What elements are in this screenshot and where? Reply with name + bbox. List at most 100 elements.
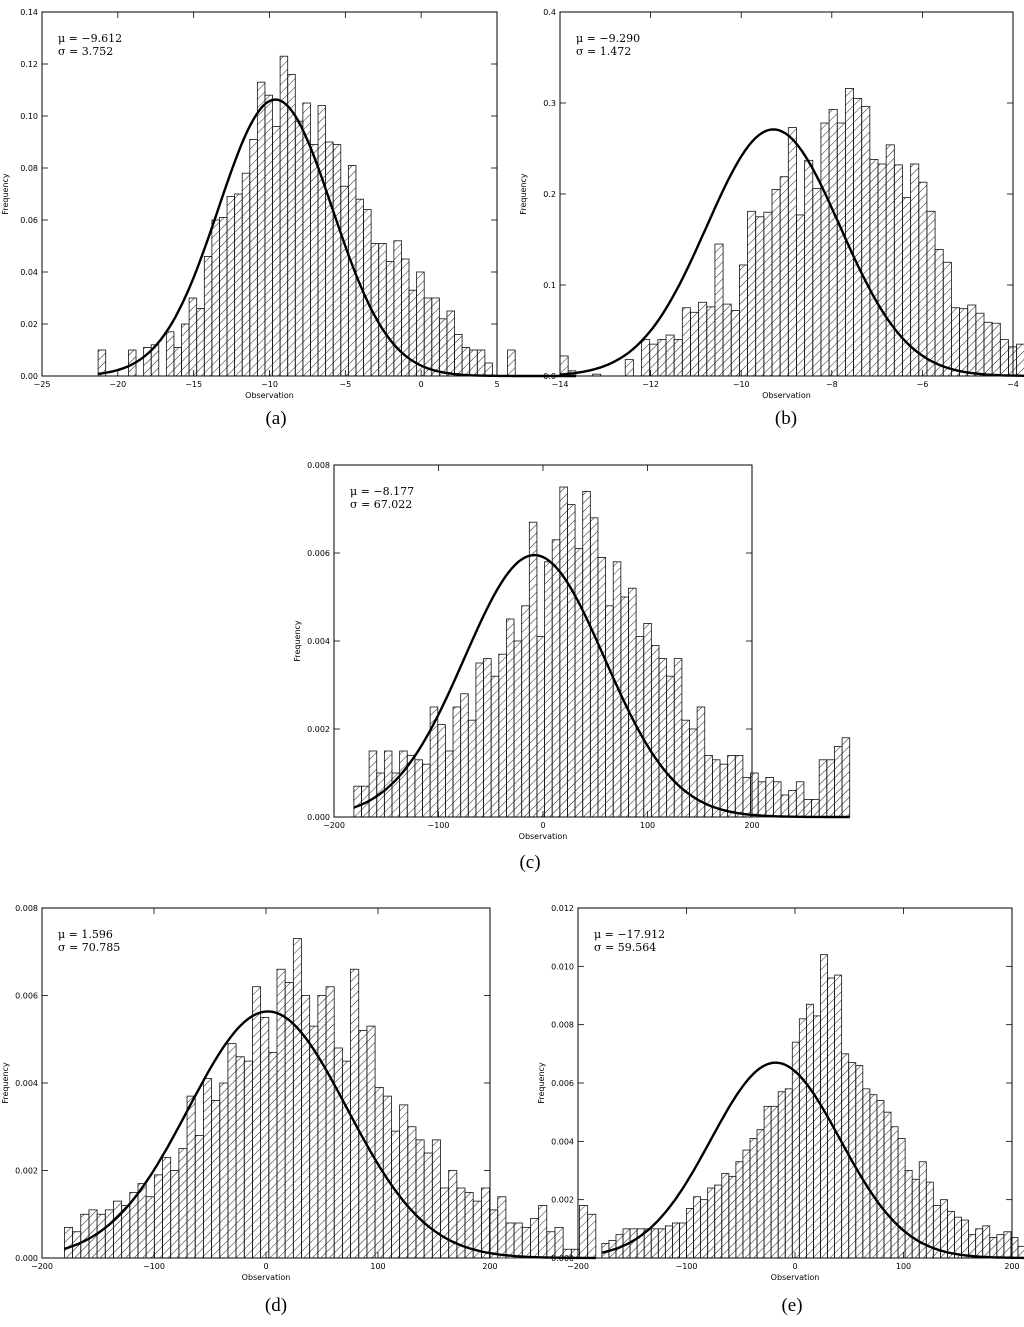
panel-caption: (b) xyxy=(775,408,797,429)
y-axis-title: Frequency xyxy=(519,173,528,215)
histogram-bar xyxy=(484,362,493,377)
histogram-bar xyxy=(368,750,378,818)
histogram-bar xyxy=(423,297,433,377)
histogram-bar xyxy=(911,1178,920,1259)
histogram-bar xyxy=(309,1025,319,1259)
histogram-bar xyxy=(947,1210,955,1259)
histogram-bar xyxy=(727,755,736,818)
histogram-bar xyxy=(165,331,175,377)
histogram-bar xyxy=(666,675,675,818)
histogram-bar xyxy=(671,1222,680,1259)
histogram-bar xyxy=(268,1051,278,1259)
histogram-bar xyxy=(690,311,700,377)
histogram-bar xyxy=(989,1237,998,1259)
histogram-bar xyxy=(869,159,879,377)
histogram-bar xyxy=(574,548,584,818)
histogram-bar xyxy=(959,308,969,377)
histogram-bar xyxy=(689,728,698,818)
y-tick-label: 0.002 xyxy=(15,1167,38,1176)
histogram-bar xyxy=(530,1218,540,1259)
histogram-bars xyxy=(97,55,577,377)
histogram-bar xyxy=(538,1205,548,1259)
histogram-bar xyxy=(629,1228,638,1259)
histogram-bar xyxy=(582,490,591,818)
histogram-bar xyxy=(624,359,634,377)
histogram-bar xyxy=(264,94,273,377)
histogram-bar xyxy=(795,781,805,818)
histogram-bar xyxy=(513,1222,523,1259)
histogram-bar xyxy=(664,1225,673,1259)
histogram-bar xyxy=(869,1094,878,1259)
fit-curve xyxy=(601,1061,1024,1260)
histogram-bar xyxy=(658,658,668,818)
histogram-bar xyxy=(461,346,471,377)
histogram-bar xyxy=(173,346,182,377)
histogram-bar xyxy=(1017,1245,1024,1259)
histogram-bar xyxy=(861,106,871,377)
histogram-bar xyxy=(393,240,402,377)
histogram-bar xyxy=(292,938,302,1259)
panel-caption: (d) xyxy=(265,1295,287,1316)
histogram-bar xyxy=(700,1199,709,1259)
histogram-bar xyxy=(968,1234,977,1259)
y-tick-label: 0.008 xyxy=(307,461,330,470)
histogram-bar xyxy=(681,719,690,818)
histogram-bar xyxy=(104,1209,114,1259)
histogram-bar xyxy=(722,303,732,377)
sigma-label: σ = 67.022 xyxy=(350,498,412,511)
histogram-bar xyxy=(241,172,251,377)
mu-label: μ = −9.290 xyxy=(576,32,640,45)
histogram-bar xyxy=(415,1139,425,1259)
histogram-bar xyxy=(325,141,334,377)
histogram-bar xyxy=(777,1091,786,1259)
panel-caption: (e) xyxy=(781,1295,802,1316)
histogram-bar xyxy=(96,1213,106,1259)
histogram-bar xyxy=(704,755,713,818)
histogram-bar xyxy=(506,618,515,818)
histogram-bar xyxy=(728,1175,737,1259)
histogram-bar xyxy=(714,1184,723,1259)
histogram-bar xyxy=(877,163,887,377)
x-axis-title: Observation xyxy=(519,832,568,841)
histogram-bar xyxy=(469,349,478,377)
histogram-bar xyxy=(904,1170,913,1259)
histogram-bar xyxy=(826,759,835,818)
panel-b: −14 −12 −10 −8 −6 −4 0.0 0.1 0.2 0.3 0.4 Observatio… xyxy=(519,8,1024,429)
histogram-bar xyxy=(536,636,545,818)
histogram-bar xyxy=(975,1228,984,1259)
histogram-bar xyxy=(340,185,349,377)
y-tick-label: 0.004 xyxy=(551,1137,574,1146)
histogram-bar xyxy=(497,1196,507,1259)
histogram-bar xyxy=(113,1200,123,1259)
histogram-bar xyxy=(735,1161,744,1259)
histogram-bar xyxy=(423,1152,433,1259)
histogram-bar xyxy=(317,995,327,1259)
histogram-bar xyxy=(787,127,797,377)
histogram-bar xyxy=(765,777,774,818)
x-tick-label: 0 xyxy=(263,1262,268,1271)
histogram-bar xyxy=(641,339,651,377)
histogram-bar xyxy=(834,974,843,1259)
histogram-bar xyxy=(665,334,675,377)
histogram-bar xyxy=(605,605,614,818)
histogram-bar xyxy=(862,1088,871,1259)
histogram-bar xyxy=(657,339,667,377)
histogram-bar xyxy=(707,1187,716,1259)
histogram-bar xyxy=(202,1078,212,1259)
histogram-bar xyxy=(742,777,751,818)
x-tick-label: 100 xyxy=(370,1262,385,1271)
panel-a: −25 −20 −15 −10 −5 0 50.000.020.040.060.080.10… xyxy=(1,8,577,429)
panel-caption: (a) xyxy=(265,408,286,429)
histogram-bar xyxy=(121,1205,131,1259)
histogram-bar xyxy=(996,1234,1005,1259)
histogram-bar xyxy=(366,1025,376,1259)
histogram-bar xyxy=(770,1105,779,1259)
histogram-bar xyxy=(249,138,258,377)
mu-label: μ = 1.596 xyxy=(58,928,113,941)
x-tick-label: −15 xyxy=(185,380,202,389)
panel-d: −200 −100 0 100 200 0.000 0.002 0.004 0.006 0.008… xyxy=(1,904,597,1316)
histogram-bar xyxy=(287,74,296,377)
sigma-label: σ = 3.752 xyxy=(58,45,113,58)
histogram-bar xyxy=(333,1047,343,1259)
histogram-bar xyxy=(399,750,408,818)
